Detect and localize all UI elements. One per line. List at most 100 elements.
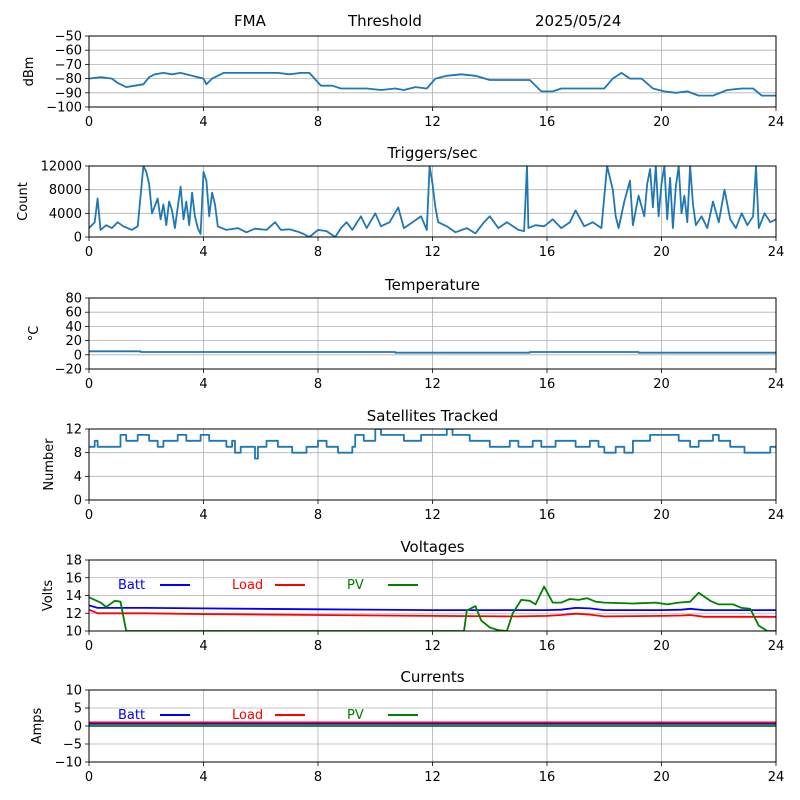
x-tick-label: 8 [314,377,322,392]
y-tick-label: 60 [65,306,82,321]
chart-panel-4: 0 4 8 12 16 20 24 10 12 14 16 18 Voltages Volts Batt Lo… [41,538,784,654]
x-tick-label: 12 [424,115,441,130]
header-date: 2025/05/24 [535,12,622,30]
x-tick-label: 8 [314,245,322,260]
x-tick-label: 12 [424,377,441,392]
x-tick-label: 20 [653,508,670,523]
panel-title: Triggers/sec [387,144,478,162]
y-axis-label: Number [42,438,57,491]
x-tick-label: 12 [424,245,441,260]
x-tick-label: 4 [199,508,207,523]
series-line-0 [89,350,776,354]
x-tick-label: 4 [199,770,207,785]
x-tick-label: 24 [768,115,785,130]
x-tick-label: 12 [424,508,441,523]
panel-title: Currents [400,668,464,686]
y-tick-label: −70 [55,58,82,73]
y-tick-label: 40 [65,320,82,335]
y-tick-label: −10 [55,756,82,771]
y-tick-label: 12000 [41,160,82,175]
y-tick-label: 18 [65,554,82,569]
x-tick-label: 4 [199,115,207,130]
x-tick-label: 0 [85,639,93,654]
x-tick-label: 0 [85,115,93,130]
y-tick-label: −100 [46,101,82,116]
x-tick-label: 16 [539,245,556,260]
legend-label-Load: Load [232,578,263,593]
y-tick-label: −80 [55,72,82,87]
x-tick-label: 0 [85,245,93,260]
x-tick-label: 8 [314,508,322,523]
x-tick-label: 24 [768,639,785,654]
x-tick-label: 24 [768,508,785,523]
series-line-0 [89,72,776,97]
series-line-Batt [89,604,776,611]
y-axis-label: Volts [41,580,56,612]
header-station: FMA [234,12,266,30]
y-tick-label: −5 [63,738,82,753]
series-line-0 [89,166,776,237]
x-tick-label: 24 [768,377,785,392]
y-tick-label: 0 [74,348,82,363]
y-tick-label: 80 [65,292,82,307]
chart-panel-3: 0 4 8 12 16 20 24 0 4 8 12 Satellites Tracked Number [42,407,784,523]
x-tick-label: 4 [199,377,207,392]
y-tick-label: 4 [74,470,82,485]
y-tick-label: 0 [74,494,82,509]
y-tick-label: −90 [55,86,82,101]
x-tick-label: 20 [653,115,670,130]
x-tick-label: 16 [539,639,556,654]
y-tick-label: 20 [65,334,82,349]
y-tick-label: 16 [65,571,82,586]
chart-panel-1: 0 4 8 12 16 20 24 0 4000 8000 12000 Triggers/sec Cou… [16,144,784,260]
y-axis-label: Count [16,182,31,221]
y-tick-label: 12 [65,607,82,622]
y-tick-label: 10 [65,684,82,699]
legend-label-Batt: Batt [118,708,145,723]
legend-label-PV: PV [347,708,364,723]
series-line-Load [89,608,776,618]
y-tick-label: 14 [65,589,82,604]
legend-label-Load: Load [232,708,263,723]
x-tick-label: 0 [85,508,93,523]
x-tick-label: 12 [424,770,441,785]
x-tick-label: 20 [653,245,670,260]
y-tick-label: 10 [65,625,82,640]
header-mode: Threshold [348,12,422,30]
y-tick-label: 4000 [49,207,82,222]
y-tick-label: 12 [65,423,82,438]
y-tick-label: 0 [74,720,82,735]
series-line-PV [89,585,776,631]
x-tick-label: 4 [199,245,207,260]
panel-title: Voltages [400,538,464,556]
series-line-0 [89,429,776,460]
x-tick-label: 24 [768,245,785,260]
legend-label-PV: PV [347,578,364,593]
x-tick-label: 0 [85,770,93,785]
chart-panel-5: 0 4 8 12 16 20 24 −10 −5 0 5 10 Currents Amps Batt Load… [30,668,784,785]
chart-panel-0: 0 4 8 12 16 20 24 −100−90−80−70−60−50 dBm [22,30,784,131]
x-tick-label: 0 [85,377,93,392]
y-tick-label: 8000 [49,183,82,198]
y-tick-label: 5 [74,702,82,717]
y-tick-label: −60 [55,44,82,59]
x-tick-label: 20 [653,377,670,392]
x-tick-label: 16 [539,115,556,130]
x-tick-label: 12 [424,639,441,654]
x-tick-label: 24 [768,770,785,785]
panel-title: Satellites Tracked [367,407,498,425]
y-axis-label: °C [27,326,42,342]
y-tick-label: −50 [55,30,82,45]
x-tick-label: 20 [653,770,670,785]
y-axis-label: Amps [30,707,45,744]
y-tick-label: 0 [74,231,82,246]
x-tick-label: 20 [653,639,670,654]
x-tick-label: 4 [199,639,207,654]
y-axis-label: dBm [22,57,37,87]
x-tick-label: 8 [314,115,322,130]
panel-title: Temperature [384,276,480,294]
x-tick-label: 16 [539,770,556,785]
y-tick-label: −20 [55,363,82,378]
